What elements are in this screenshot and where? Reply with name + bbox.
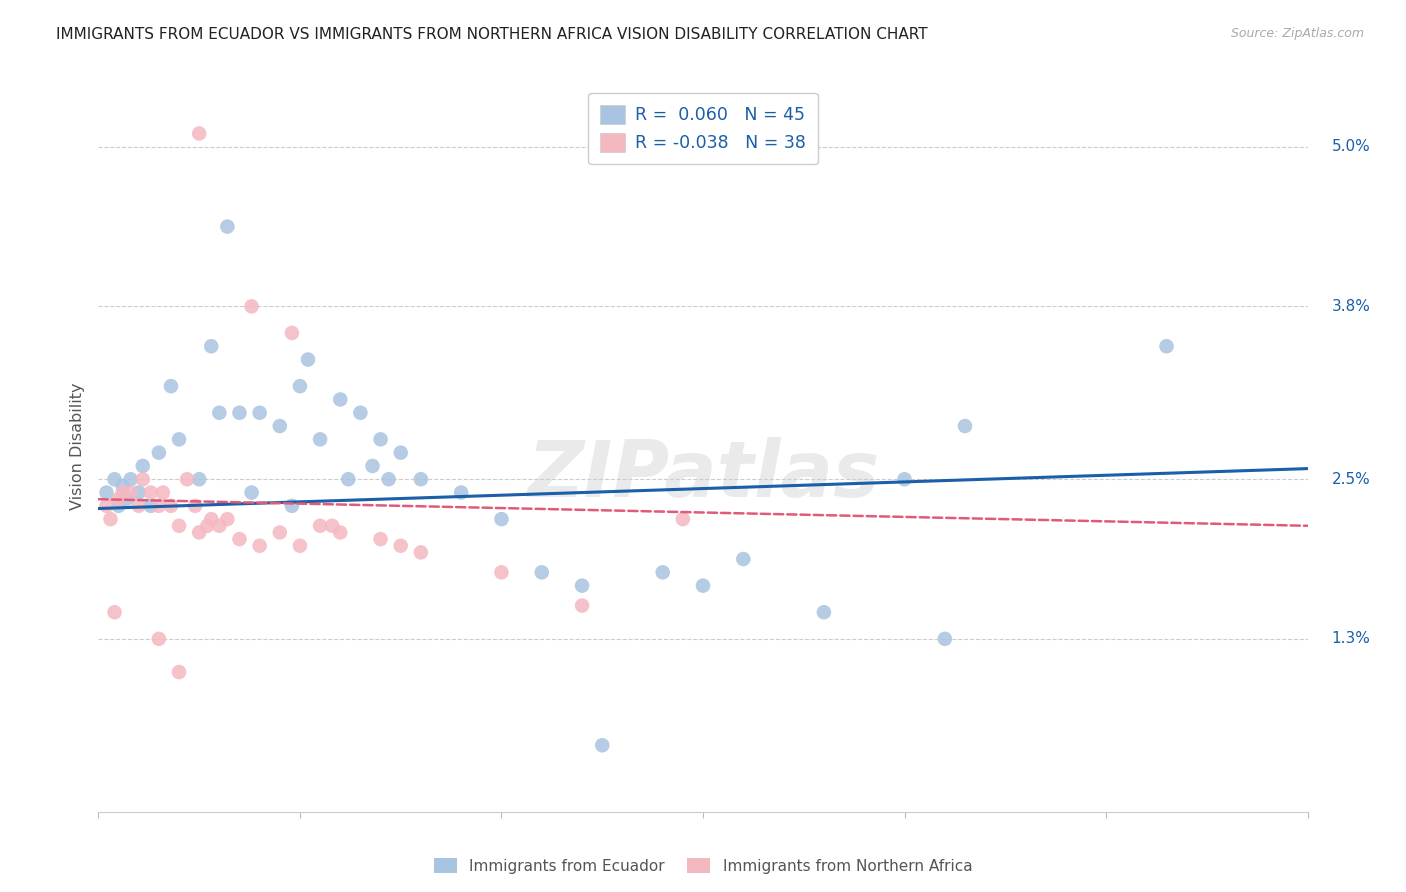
- Point: [349, 406, 371, 420]
- Point: [111, 479, 134, 493]
- Point: [934, 632, 956, 646]
- Point: [591, 738, 613, 752]
- Point: [132, 472, 155, 486]
- Point: [200, 339, 222, 353]
- Point: [491, 566, 513, 580]
- Text: 1.3%: 1.3%: [1331, 632, 1371, 647]
- Point: [107, 492, 129, 507]
- Point: [240, 299, 263, 313]
- Point: [409, 545, 432, 559]
- Point: [167, 518, 190, 533]
- Text: IMMIGRANTS FROM ECUADOR VS IMMIGRANTS FROM NORTHERN AFRICA VISION DISABILITY COR: IMMIGRANTS FROM ECUADOR VS IMMIGRANTS FR…: [56, 27, 928, 42]
- Point: [115, 492, 138, 507]
- Point: [139, 485, 162, 500]
- Point: [167, 665, 190, 679]
- Point: [269, 419, 291, 434]
- Point: [571, 579, 593, 593]
- Point: [450, 485, 472, 500]
- Point: [139, 499, 162, 513]
- Point: [893, 472, 915, 486]
- Point: [128, 499, 150, 513]
- Point: [96, 499, 118, 513]
- Point: [389, 539, 412, 553]
- Point: [228, 406, 250, 420]
- Point: [132, 458, 155, 473]
- Point: [297, 352, 319, 367]
- Legend: Immigrants from Ecuador, Immigrants from Northern Africa: Immigrants from Ecuador, Immigrants from…: [427, 852, 979, 880]
- Point: [370, 433, 392, 447]
- Point: [389, 445, 412, 459]
- Point: [813, 605, 835, 619]
- Point: [321, 518, 343, 533]
- Point: [370, 532, 392, 546]
- Point: [217, 219, 239, 234]
- Point: [176, 472, 198, 486]
- Point: [288, 539, 311, 553]
- Point: [96, 485, 118, 500]
- Point: [188, 472, 211, 486]
- Point: [651, 566, 673, 580]
- Point: [188, 127, 211, 141]
- Legend: R =  0.060   N = 45, R = -0.038   N = 38: R = 0.060 N = 45, R = -0.038 N = 38: [588, 93, 818, 164]
- Point: [377, 472, 399, 486]
- Point: [361, 458, 384, 473]
- Point: [249, 539, 271, 553]
- Point: [269, 525, 291, 540]
- Point: [111, 485, 134, 500]
- Point: [120, 472, 142, 486]
- Point: [228, 532, 250, 546]
- Point: [208, 406, 231, 420]
- Text: 5.0%: 5.0%: [1331, 139, 1371, 154]
- Point: [208, 518, 231, 533]
- Point: [329, 525, 352, 540]
- Point: [309, 433, 332, 447]
- Point: [672, 512, 695, 526]
- Point: [733, 552, 755, 566]
- Point: [100, 512, 122, 526]
- Point: [329, 392, 352, 407]
- Point: [409, 472, 432, 486]
- Point: [188, 525, 211, 540]
- Point: [160, 379, 183, 393]
- Point: [281, 326, 304, 340]
- Point: [148, 632, 170, 646]
- Point: [195, 518, 218, 533]
- Point: [103, 605, 125, 619]
- Text: Source: ZipAtlas.com: Source: ZipAtlas.com: [1230, 27, 1364, 40]
- Point: [148, 445, 170, 459]
- Point: [120, 485, 142, 500]
- Point: [309, 518, 332, 533]
- Point: [249, 406, 271, 420]
- Point: [167, 433, 190, 447]
- Point: [692, 579, 714, 593]
- Point: [103, 472, 125, 486]
- Text: ZIPatlas: ZIPatlas: [527, 437, 879, 513]
- Point: [128, 485, 150, 500]
- Point: [530, 566, 553, 580]
- Y-axis label: Vision Disability: Vision Disability: [69, 383, 84, 509]
- Text: 3.8%: 3.8%: [1331, 299, 1371, 314]
- Point: [491, 512, 513, 526]
- Point: [953, 419, 976, 434]
- Point: [184, 499, 207, 513]
- Point: [148, 499, 170, 513]
- Point: [152, 485, 174, 500]
- Point: [337, 472, 360, 486]
- Point: [217, 512, 239, 526]
- Text: 2.5%: 2.5%: [1331, 472, 1371, 487]
- Point: [571, 599, 593, 613]
- Point: [107, 499, 129, 513]
- Point: [240, 485, 263, 500]
- Point: [1156, 339, 1178, 353]
- Point: [288, 379, 311, 393]
- Point: [200, 512, 222, 526]
- Point: [281, 499, 304, 513]
- Point: [160, 499, 183, 513]
